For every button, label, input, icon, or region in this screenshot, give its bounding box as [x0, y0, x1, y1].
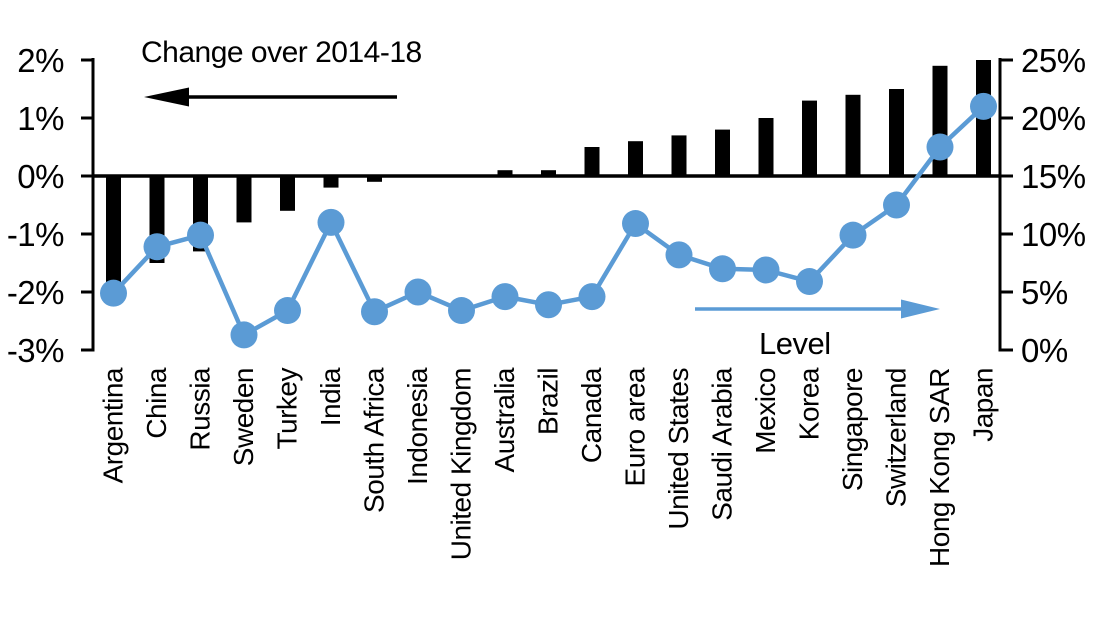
bar-canada — [584, 147, 600, 176]
tick-labels-group: 2% 25% 1% 20% 0% 15% -1% 10% -2% 5% -3% 0% — [7, 42, 1086, 369]
marker-india — [317, 208, 345, 236]
left-axis-tick-label: -2% — [7, 274, 64, 311]
marker-switzerland — [883, 191, 910, 219]
marker-singapore — [839, 221, 867, 249]
right-axis-tick-label: 25% — [1021, 42, 1086, 79]
marker-brazil — [535, 291, 562, 319]
category-label-russia: Russia — [185, 367, 216, 451]
marker-saudi-arabia — [709, 255, 736, 283]
right-axis-tick-label: 5% — [1021, 274, 1068, 311]
right-axis-tick-label: 10% — [1021, 216, 1086, 253]
category-label-united-kingdom: United Kingdom — [446, 368, 477, 560]
category-label-united-states: United States — [663, 368, 694, 530]
category-label-saudi-arabia: Saudi Arabia — [707, 367, 738, 521]
marker-hong-kong-sar — [926, 133, 954, 161]
annotation-arrows-group — [144, 87, 940, 319]
marker-japan — [970, 92, 997, 120]
category-label-south-africa: South Africa — [359, 367, 390, 513]
bar-singapore — [845, 94, 861, 176]
bar-argentina — [106, 176, 121, 292]
marker-south-africa — [361, 298, 388, 326]
marker-argentina — [100, 279, 127, 307]
category-label-euro-area: Euro area — [620, 367, 651, 486]
bar-sweden — [236, 176, 252, 223]
right-axis-tick-label: 20% — [1021, 100, 1086, 137]
right-axis-tick-label: 0% — [1021, 332, 1068, 369]
category-label-sweden: Sweden — [228, 368, 259, 466]
marker-australia — [491, 283, 519, 311]
category-label-singapore: Singapore — [837, 368, 868, 491]
bar-euro-area — [628, 141, 643, 176]
category-labels-group: Argentina China Russia Sweden Turkey India Sou… — [98, 367, 999, 567]
marker-united-states — [665, 241, 693, 269]
category-label-australia: Australia — [489, 367, 520, 472]
level-arrow-head — [901, 299, 940, 319]
bar-united-states — [671, 135, 687, 176]
left-axis-tick-label: -1% — [7, 216, 64, 253]
change-arrow-head — [144, 87, 189, 107]
bar-india — [323, 176, 339, 188]
marker-turkey — [274, 297, 301, 325]
category-label-india: India — [315, 367, 346, 426]
left-axis-tick-label: 0% — [17, 158, 64, 195]
bar-saudi-arabia — [715, 129, 730, 176]
bar-series-group — [106, 60, 991, 292]
category-label-indonesia: Indonesia — [402, 367, 433, 485]
left-axis-tick-label: 1% — [17, 100, 64, 137]
marker-china — [143, 233, 171, 261]
bar-korea — [802, 100, 817, 176]
category-label-brazil: Brazil — [533, 368, 564, 435]
bar-mexico — [758, 118, 774, 176]
marker-mexico — [752, 256, 780, 284]
category-label-korea: Korea — [794, 367, 825, 440]
category-label-canada: Canada — [576, 367, 607, 463]
left-axis-tick-label: 2% — [17, 42, 64, 79]
bar-brazil — [541, 170, 556, 176]
marker-canada — [578, 283, 606, 311]
marker-indonesia — [404, 278, 432, 306]
category-label-mexico: Mexico — [750, 368, 781, 454]
category-label-switzerland: Switzerland — [881, 368, 912, 507]
category-label-china: China — [141, 367, 172, 439]
right-axis-tick-label: 15% — [1021, 158, 1086, 195]
line-series-annotation-label: Level — [759, 326, 831, 361]
marker-united-kingdom — [448, 297, 475, 325]
line-series-group — [100, 92, 997, 349]
left-axis-tick-label: -3% — [7, 332, 64, 369]
category-label-hong-kong-sar: Hong Kong SAR — [924, 368, 955, 567]
marker-sweden — [230, 321, 258, 349]
marker-russia — [187, 221, 214, 249]
bar-turkey — [280, 176, 295, 211]
bar-australia — [497, 170, 513, 176]
bar-series-annotation-label: Change over 2014-18 — [141, 36, 422, 69]
marker-euro-area — [622, 210, 649, 238]
marker-korea — [796, 268, 823, 296]
bar-south-africa — [367, 176, 382, 182]
bar-switzerland — [889, 89, 904, 176]
category-label-japan: Japan — [968, 368, 999, 442]
category-label-turkey: Turkey — [272, 368, 303, 450]
category-label-argentina: Argentina — [98, 367, 129, 483]
